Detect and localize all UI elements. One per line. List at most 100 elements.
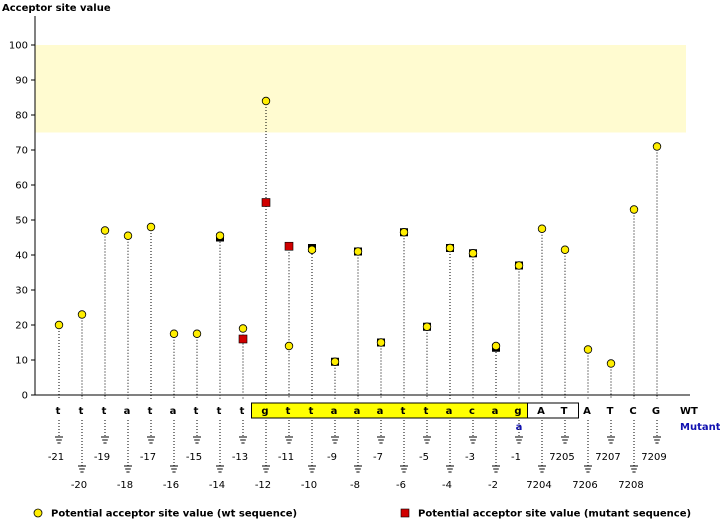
position-label: 7205 xyxy=(549,452,574,463)
base-letter: a xyxy=(331,406,338,417)
position-label: -16 xyxy=(163,480,179,491)
wt-marker xyxy=(284,341,294,351)
base-letter: A xyxy=(537,406,545,417)
mutant-marker xyxy=(261,198,271,207)
base-letter: C xyxy=(629,406,636,417)
position-label: -3 xyxy=(465,452,475,463)
position-label: -19 xyxy=(94,452,110,463)
base-letter: t xyxy=(401,406,406,417)
wt-marker xyxy=(123,231,133,240)
wt-marker xyxy=(353,247,363,256)
position-label: 7209 xyxy=(641,452,666,463)
position-label: -6 xyxy=(396,480,406,491)
mutant-base-letter: a xyxy=(516,422,523,433)
wt-marker xyxy=(238,324,248,333)
y-tick-label: 80 xyxy=(15,111,28,122)
y-tick-label: 50 xyxy=(15,216,28,227)
base-letter: a xyxy=(170,406,177,417)
wt-marker xyxy=(606,359,616,368)
base-letter: A xyxy=(583,406,591,417)
position-label: -13 xyxy=(232,452,248,463)
legend-label: Potential acceptor site value (wt sequen… xyxy=(51,509,297,520)
position-label: -21 xyxy=(48,452,64,463)
base-letter: t xyxy=(309,406,314,417)
y-tick-label: 70 xyxy=(15,146,28,157)
y-tick-label: 30 xyxy=(15,286,28,297)
base-letter: T xyxy=(561,406,568,417)
y-tick-label: 0 xyxy=(22,391,28,402)
base-letter: G xyxy=(652,406,660,417)
base-letter: t xyxy=(79,406,84,417)
wt-marker xyxy=(652,142,662,151)
position-label: -8 xyxy=(350,480,360,491)
position-label: -18 xyxy=(117,480,133,491)
position-label: -11 xyxy=(278,452,294,463)
wt-marker xyxy=(583,345,593,354)
position-label: -2 xyxy=(488,480,498,491)
base-letter: a xyxy=(446,406,453,417)
position-label: -17 xyxy=(140,452,156,463)
wt-marker xyxy=(330,357,340,366)
legend-wt-marker xyxy=(33,508,43,518)
position-label: -10 xyxy=(301,480,317,491)
wt-marker xyxy=(491,341,501,351)
wt-marker xyxy=(100,226,110,235)
y-tick-label: 60 xyxy=(15,181,28,192)
base-letter: a xyxy=(124,406,131,417)
highlight-band xyxy=(35,45,686,133)
mutant-marker xyxy=(238,334,248,344)
base-letter: g xyxy=(514,406,521,417)
base-letter: t xyxy=(56,406,61,417)
wt-marker xyxy=(537,224,547,233)
wt-marker xyxy=(445,243,455,253)
y-tick-label: 90 xyxy=(15,76,28,87)
wt-marker xyxy=(307,245,317,254)
mutant-row-label: Mutant xyxy=(680,422,720,433)
base-letter: t xyxy=(217,406,222,417)
base-letter: t xyxy=(286,406,291,417)
wt-marker xyxy=(169,329,179,338)
base-letter: a xyxy=(492,406,499,417)
wt-marker xyxy=(146,222,156,232)
base-letter: t xyxy=(194,406,199,417)
wt-marker xyxy=(215,231,225,240)
y-tick-label: 100 xyxy=(9,41,28,52)
wt-marker xyxy=(261,96,271,106)
position-label: -12 xyxy=(255,480,271,491)
wt-marker xyxy=(468,249,478,258)
mutant-marker xyxy=(284,241,294,251)
base-letter: t xyxy=(102,406,107,417)
y-tick-label: 20 xyxy=(15,321,28,332)
wt-marker xyxy=(376,338,386,347)
base-letter: t xyxy=(240,406,245,417)
wt-row-label: WT xyxy=(680,406,698,417)
position-label: 7204 xyxy=(526,480,551,491)
chart-title: Acceptor site value xyxy=(2,3,111,14)
wt-marker xyxy=(422,322,432,331)
intron-sequence-box xyxy=(251,402,533,419)
position-label: -5 xyxy=(419,452,429,463)
position-label: -14 xyxy=(209,480,225,491)
base-letter: a xyxy=(354,406,361,417)
position-label: -7 xyxy=(373,452,383,463)
position-label: -20 xyxy=(71,480,87,491)
base-letter: t xyxy=(148,406,153,417)
legend-mutant-marker xyxy=(400,508,410,518)
position-label: 7206 xyxy=(572,480,597,491)
position-label: -1 xyxy=(511,452,521,463)
wt-marker xyxy=(54,320,64,330)
y-tick-label: 10 xyxy=(15,356,28,367)
legend-label: Potential acceptor site value (mutant se… xyxy=(418,509,691,520)
position-label: -15 xyxy=(186,452,202,463)
position-label: 7208 xyxy=(618,480,643,491)
base-letter: T xyxy=(607,406,614,417)
wt-marker xyxy=(560,245,570,254)
base-letter: t xyxy=(424,406,429,417)
wt-marker xyxy=(77,310,87,319)
position-label: -4 xyxy=(442,480,452,491)
exon-sequence-box xyxy=(527,402,579,419)
wt-marker xyxy=(192,329,202,338)
base-letter: a xyxy=(377,406,384,417)
wt-marker xyxy=(514,261,524,270)
